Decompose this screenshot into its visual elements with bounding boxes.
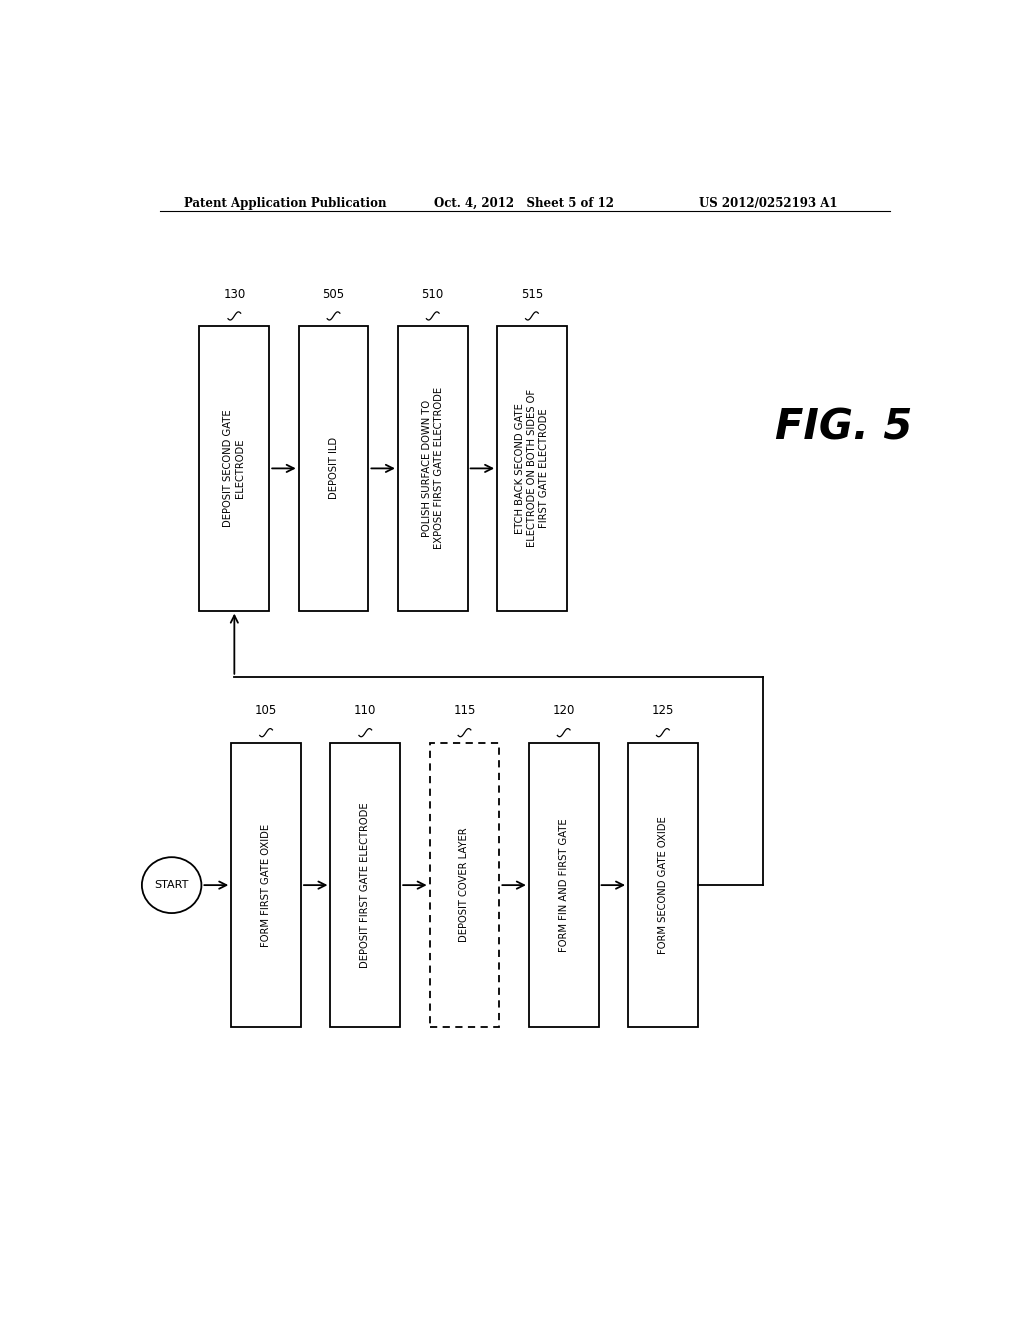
Text: 125: 125 xyxy=(651,705,674,718)
Text: 505: 505 xyxy=(323,288,345,301)
Text: FORM FIRST GATE OXIDE: FORM FIRST GATE OXIDE xyxy=(261,824,271,946)
Text: Oct. 4, 2012   Sheet 5 of 12: Oct. 4, 2012 Sheet 5 of 12 xyxy=(433,197,613,210)
Text: FORM FIN AND FIRST GATE: FORM FIN AND FIRST GATE xyxy=(559,818,568,952)
Bar xyxy=(331,743,400,1027)
Bar xyxy=(430,743,500,1027)
Text: 110: 110 xyxy=(354,705,377,718)
Text: START: START xyxy=(155,880,188,890)
Text: Patent Application Publication: Patent Application Publication xyxy=(183,197,386,210)
Text: DEPOSIT ILD: DEPOSIT ILD xyxy=(329,437,339,499)
Text: 115: 115 xyxy=(454,705,476,718)
Bar xyxy=(528,743,599,1027)
Text: 510: 510 xyxy=(422,288,443,301)
Ellipse shape xyxy=(142,857,202,913)
Text: ETCH BACK SECOND GATE
ELECTRODE ON BOTH SIDES OF
FIRST GATE ELECTRODE: ETCH BACK SECOND GATE ELECTRODE ON BOTH … xyxy=(515,389,549,548)
Text: 120: 120 xyxy=(553,705,574,718)
Bar xyxy=(299,326,369,611)
Text: 130: 130 xyxy=(223,288,246,301)
Bar xyxy=(231,743,301,1027)
Text: DEPOSIT FIRST GATE ELECTRODE: DEPOSIT FIRST GATE ELECTRODE xyxy=(360,803,371,968)
Text: POLISH SURFACE DOWN TO
EXPOSE FIRST GATE ELECTRODE: POLISH SURFACE DOWN TO EXPOSE FIRST GATE… xyxy=(422,387,443,549)
Text: DEPOSIT COVER LAYER: DEPOSIT COVER LAYER xyxy=(460,828,469,942)
Text: US 2012/0252193 A1: US 2012/0252193 A1 xyxy=(699,197,838,210)
Bar xyxy=(497,326,567,611)
Text: 105: 105 xyxy=(255,705,278,718)
Bar xyxy=(200,326,269,611)
Text: FIG. 5: FIG. 5 xyxy=(775,407,912,449)
Bar xyxy=(397,326,468,611)
Text: 515: 515 xyxy=(521,288,543,301)
Text: DEPOSIT SECOND GATE
ELECTRODE: DEPOSIT SECOND GATE ELECTRODE xyxy=(223,409,246,527)
Text: FORM SECOND GATE OXIDE: FORM SECOND GATE OXIDE xyxy=(657,816,668,954)
Bar xyxy=(628,743,697,1027)
